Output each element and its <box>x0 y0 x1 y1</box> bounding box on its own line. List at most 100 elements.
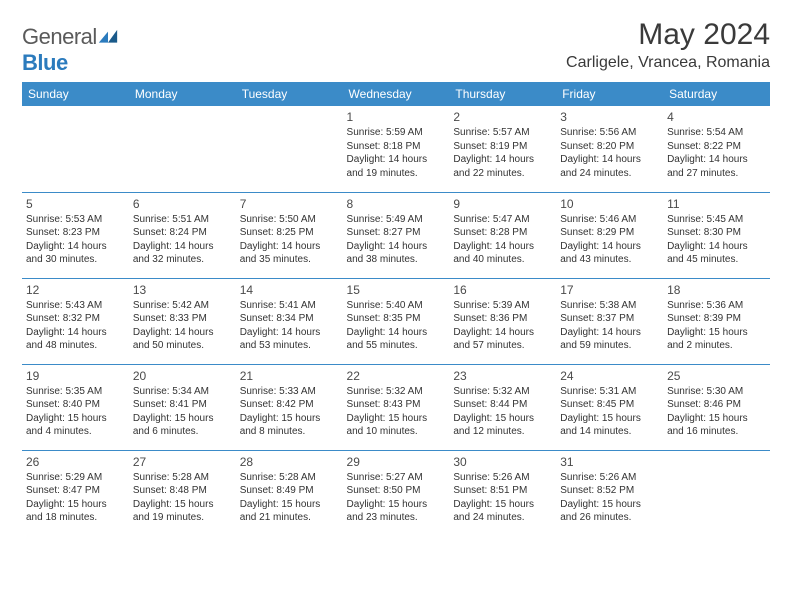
daylight-line: Daylight: 14 hours and 32 minutes. <box>133 240 232 267</box>
day-header: Saturday <box>663 82 770 106</box>
sunset-line: Sunset: 8:40 PM <box>26 398 125 412</box>
daylight-line: Daylight: 14 hours and 30 minutes. <box>26 240 125 267</box>
brand-mark-icon <box>97 24 119 42</box>
day-number: 29 <box>347 454 446 470</box>
sunset-line: Sunset: 8:29 PM <box>560 226 659 240</box>
day-number: 24 <box>560 368 659 384</box>
sunset-line: Sunset: 8:27 PM <box>347 226 446 240</box>
calendar-week-row: 1Sunrise: 5:59 AMSunset: 8:18 PMDaylight… <box>22 106 770 192</box>
calendar-week-row: 5Sunrise: 5:53 AMSunset: 8:23 PMDaylight… <box>22 192 770 278</box>
sunrise-line: Sunrise: 5:39 AM <box>453 299 552 313</box>
sunrise-line: Sunrise: 5:42 AM <box>133 299 232 313</box>
calendar-day-cell: 21Sunrise: 5:33 AMSunset: 8:42 PMDayligh… <box>236 364 343 450</box>
daylight-line: Daylight: 14 hours and 40 minutes. <box>453 240 552 267</box>
calendar-week-row: 26Sunrise: 5:29 AMSunset: 8:47 PMDayligh… <box>22 450 770 536</box>
daylight-line: Daylight: 14 hours and 55 minutes. <box>347 326 446 353</box>
day-header: Wednesday <box>343 82 450 106</box>
sunset-line: Sunset: 8:23 PM <box>26 226 125 240</box>
sunrise-line: Sunrise: 5:40 AM <box>347 299 446 313</box>
day-number: 11 <box>667 196 766 212</box>
sunrise-line: Sunrise: 5:30 AM <box>667 385 766 399</box>
sunrise-line: Sunrise: 5:50 AM <box>240 213 339 227</box>
sunset-line: Sunset: 8:51 PM <box>453 484 552 498</box>
calendar-day-cell: 11Sunrise: 5:45 AMSunset: 8:30 PMDayligh… <box>663 192 770 278</box>
day-number: 10 <box>560 196 659 212</box>
title-block: May 2024 Carligele, Vrancea, Romania <box>566 18 770 72</box>
day-number: 4 <box>667 109 766 125</box>
day-number: 30 <box>453 454 552 470</box>
sunrise-line: Sunrise: 5:51 AM <box>133 213 232 227</box>
daylight-line: Daylight: 15 hours and 18 minutes. <box>26 498 125 525</box>
month-year-title: May 2024 <box>566 18 770 52</box>
calendar-table: Sunday Monday Tuesday Wednesday Thursday… <box>22 82 770 536</box>
calendar-day-cell: 10Sunrise: 5:46 AMSunset: 8:29 PMDayligh… <box>556 192 663 278</box>
day-number: 7 <box>240 196 339 212</box>
sunset-line: Sunset: 8:46 PM <box>667 398 766 412</box>
calendar-day-cell: 12Sunrise: 5:43 AMSunset: 8:32 PMDayligh… <box>22 278 129 364</box>
daylight-line: Daylight: 14 hours and 38 minutes. <box>347 240 446 267</box>
sunset-line: Sunset: 8:48 PM <box>133 484 232 498</box>
calendar-day-cell <box>129 106 236 192</box>
sunset-line: Sunset: 8:42 PM <box>240 398 339 412</box>
day-header: Tuesday <box>236 82 343 106</box>
day-header: Thursday <box>449 82 556 106</box>
header: GeneralBlue May 2024 Carligele, Vrancea,… <box>22 18 770 76</box>
calendar-day-cell: 9Sunrise: 5:47 AMSunset: 8:28 PMDaylight… <box>449 192 556 278</box>
day-number: 9 <box>453 196 552 212</box>
sunrise-line: Sunrise: 5:36 AM <box>667 299 766 313</box>
daylight-line: Daylight: 15 hours and 10 minutes. <box>347 412 446 439</box>
day-number: 13 <box>133 282 232 298</box>
brand-name-right: Blue <box>22 50 68 75</box>
sunset-line: Sunset: 8:47 PM <box>26 484 125 498</box>
calendar-day-cell: 1Sunrise: 5:59 AMSunset: 8:18 PMDaylight… <box>343 106 450 192</box>
day-header: Sunday <box>22 82 129 106</box>
daylight-line: Daylight: 15 hours and 16 minutes. <box>667 412 766 439</box>
sunrise-line: Sunrise: 5:31 AM <box>560 385 659 399</box>
calendar-week-row: 19Sunrise: 5:35 AMSunset: 8:40 PMDayligh… <box>22 364 770 450</box>
sunset-line: Sunset: 8:19 PM <box>453 140 552 154</box>
sunset-line: Sunset: 8:44 PM <box>453 398 552 412</box>
daylight-line: Daylight: 14 hours and 59 minutes. <box>560 326 659 353</box>
sunrise-line: Sunrise: 5:29 AM <box>26 471 125 485</box>
sunset-line: Sunset: 8:37 PM <box>560 312 659 326</box>
calendar-day-cell: 17Sunrise: 5:38 AMSunset: 8:37 PMDayligh… <box>556 278 663 364</box>
calendar-day-cell: 16Sunrise: 5:39 AMSunset: 8:36 PMDayligh… <box>449 278 556 364</box>
calendar-day-cell: 31Sunrise: 5:26 AMSunset: 8:52 PMDayligh… <box>556 450 663 536</box>
sunrise-line: Sunrise: 5:28 AM <box>240 471 339 485</box>
daylight-line: Daylight: 15 hours and 21 minutes. <box>240 498 339 525</box>
sunset-line: Sunset: 8:36 PM <box>453 312 552 326</box>
sunrise-line: Sunrise: 5:59 AM <box>347 126 446 140</box>
calendar-week-row: 12Sunrise: 5:43 AMSunset: 8:32 PMDayligh… <box>22 278 770 364</box>
calendar-day-cell: 13Sunrise: 5:42 AMSunset: 8:33 PMDayligh… <box>129 278 236 364</box>
calendar-day-cell <box>236 106 343 192</box>
day-header: Friday <box>556 82 663 106</box>
location-subtitle: Carligele, Vrancea, Romania <box>566 54 770 72</box>
sunset-line: Sunset: 8:24 PM <box>133 226 232 240</box>
sunrise-line: Sunrise: 5:26 AM <box>560 471 659 485</box>
calendar-header-row: Sunday Monday Tuesday Wednesday Thursday… <box>22 82 770 106</box>
sunrise-line: Sunrise: 5:26 AM <box>453 471 552 485</box>
calendar-day-cell: 20Sunrise: 5:34 AMSunset: 8:41 PMDayligh… <box>129 364 236 450</box>
daylight-line: Daylight: 15 hours and 8 minutes. <box>240 412 339 439</box>
day-number: 3 <box>560 109 659 125</box>
daylight-line: Daylight: 15 hours and 19 minutes. <box>133 498 232 525</box>
sunrise-line: Sunrise: 5:28 AM <box>133 471 232 485</box>
calendar-day-cell: 14Sunrise: 5:41 AMSunset: 8:34 PMDayligh… <box>236 278 343 364</box>
day-header: Monday <box>129 82 236 106</box>
brand-logo: GeneralBlue <box>22 18 119 76</box>
sunset-line: Sunset: 8:49 PM <box>240 484 339 498</box>
daylight-line: Daylight: 15 hours and 23 minutes. <box>347 498 446 525</box>
sunset-line: Sunset: 8:25 PM <box>240 226 339 240</box>
sunset-line: Sunset: 8:45 PM <box>560 398 659 412</box>
sunrise-line: Sunrise: 5:34 AM <box>133 385 232 399</box>
sunrise-line: Sunrise: 5:27 AM <box>347 471 446 485</box>
sunset-line: Sunset: 8:20 PM <box>560 140 659 154</box>
day-number: 5 <box>26 196 125 212</box>
brand-name: GeneralBlue <box>22 24 119 76</box>
sunset-line: Sunset: 8:35 PM <box>347 312 446 326</box>
day-number: 1 <box>347 109 446 125</box>
sunrise-line: Sunrise: 5:33 AM <box>240 385 339 399</box>
day-number: 14 <box>240 282 339 298</box>
calendar-day-cell: 25Sunrise: 5:30 AMSunset: 8:46 PMDayligh… <box>663 364 770 450</box>
sunrise-line: Sunrise: 5:41 AM <box>240 299 339 313</box>
